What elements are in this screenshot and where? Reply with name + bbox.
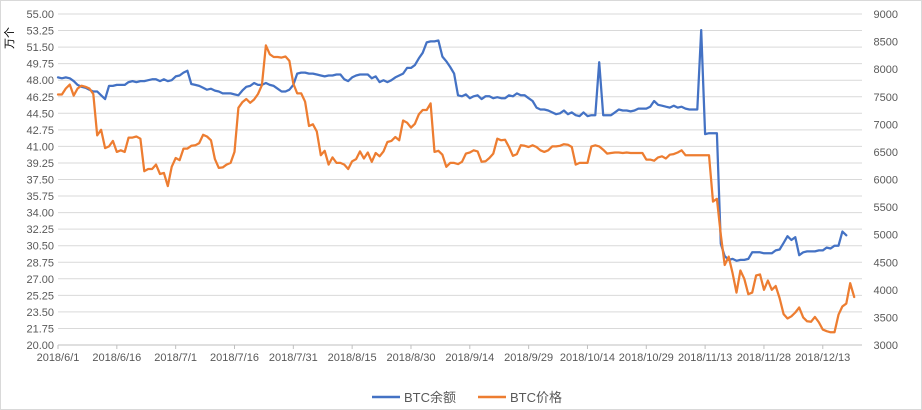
x-tick-label: 2018/7/16	[210, 352, 259, 364]
series-layer	[56, 28, 856, 334]
grid-layer	[58, 13, 862, 346]
y-right-tick-label: 9000	[874, 9, 898, 21]
legend-label: BTC余额	[404, 390, 456, 405]
y-left-tick-label: 42.75	[26, 125, 54, 137]
x-tick-label: 2018/7/31	[269, 352, 318, 364]
y-right-tick-label: 6500	[874, 147, 898, 159]
x-tick-label: 2018/12/13	[795, 352, 850, 364]
y-right-tick-label: 5000	[874, 230, 898, 242]
y-right-tick-label: 4000	[874, 285, 898, 297]
series-line-0	[56, 28, 848, 262]
y-left-tick-label: 46.25	[26, 92, 54, 104]
y-left-tick-label: 41.00	[26, 141, 54, 153]
y-left-tick-label: 28.75	[26, 257, 54, 269]
y-left-tick-label: 49.75	[26, 59, 54, 71]
y-left-tick-label: 34.00	[26, 208, 54, 220]
y-left-tick-label: 21.75	[26, 323, 54, 335]
y-left-tick-label: 27.00	[26, 274, 54, 286]
y-right-tick-label: 4500	[874, 257, 898, 269]
x-tick-label: 2018/9/14	[445, 352, 494, 364]
x-axis: 2018/6/1 2018/6/16 2018/7/1 2018/7/16 2018/7…	[37, 344, 862, 364]
y-left-tick-label: 20.00	[26, 340, 54, 352]
y-left-tick-label: 51.50	[26, 42, 54, 54]
y-left-tick-label: 44.50	[26, 108, 54, 120]
x-tick-label: 2018/11/28	[737, 352, 791, 364]
y-right-tick-label: 3000	[874, 340, 898, 352]
y-left-tick-label: 48.00	[26, 75, 54, 87]
legend-label: BTC价格	[510, 390, 562, 405]
x-tick-label: 2018/7/1	[154, 352, 197, 364]
x-tick-label: 2018/8/15	[328, 352, 377, 364]
y-axis-left: 20.00 21.75 23.50 25.25 27.00 28.75 30.50 32.25…	[26, 9, 54, 352]
y-axis-right: 3000 3500 4000 4500 5000 5500 6000 6500 7000 7500…	[874, 9, 898, 352]
y-left-tick-label: 35.75	[26, 191, 54, 203]
y-right-tick-label: 7500	[874, 92, 898, 104]
x-tick-label: 2018/6/1	[37, 352, 80, 364]
y-left-tick-label: 55.00	[26, 9, 54, 21]
x-tick-label: 2018/8/30	[387, 352, 436, 364]
y-left-tick-label: 23.50	[26, 307, 54, 319]
x-tick-label: 2018/10/29	[619, 352, 674, 364]
y-right-tick-label: 8000	[874, 64, 898, 76]
y-right-tick-label: 6000	[874, 175, 898, 187]
y-left-tick-label: 53.25	[26, 26, 54, 38]
x-tick-label: 2018/11/13	[678, 352, 732, 364]
y-left-tick-label: 39.25	[26, 158, 54, 170]
y-right-tick-label: 8500	[874, 37, 898, 49]
x-tick-label: 2018/9/29	[504, 352, 553, 364]
y-left-tick-label: 25.25	[26, 290, 54, 302]
y-right-tick-label: 3500	[874, 312, 898, 324]
y-left-tick-label: 32.25	[26, 224, 54, 236]
x-tick-label: 2018/6/16	[92, 352, 141, 364]
y-right-tick-label: 7000	[874, 119, 898, 131]
series-line-1	[56, 44, 856, 334]
y-left-tick-label: 37.50	[26, 175, 54, 187]
y-right-tick-label: 5500	[874, 202, 898, 214]
y-axis-left-label: 万个	[3, 27, 16, 49]
legend: BTC余额 BTC价格	[372, 390, 562, 405]
y-left-tick-label: 30.50	[26, 241, 54, 253]
x-tick-label: 2018/10/14	[560, 352, 615, 364]
